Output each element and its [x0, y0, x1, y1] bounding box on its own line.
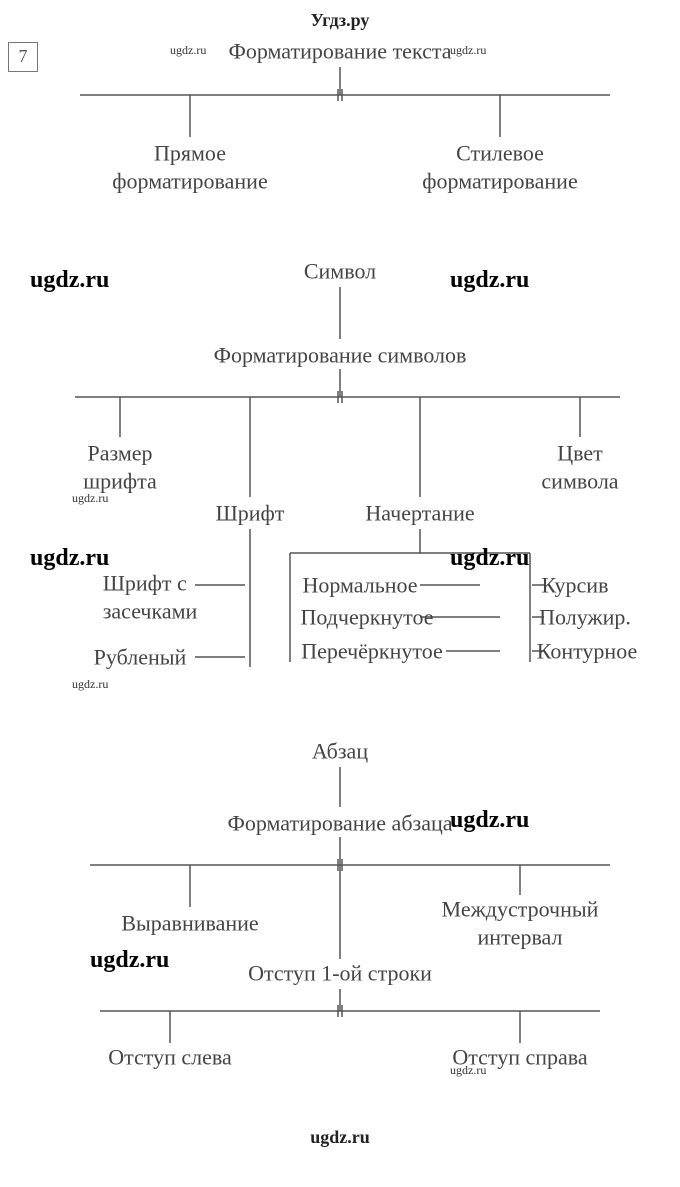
diagram3: Абзац Форматирование абзаца Выравнивание От…	[20, 737, 660, 1077]
diagram2-node-italic: Курсив	[542, 571, 609, 599]
diagram2-node-serif: Шрифт с засечками	[103, 570, 198, 625]
diagram3-node-iright: Отступ справа	[452, 1043, 587, 1071]
diagram2-node-under: Подчеркнутое	[300, 603, 433, 631]
diagram3-node-ileft: Отступ слева	[108, 1043, 232, 1071]
diagram2-node-size: Размер шрифта	[83, 440, 157, 495]
diagram2-node-strike: Перечёркнутое	[301, 637, 443, 665]
diagram3-node-pfmt: Форматирование абзаца	[227, 809, 452, 837]
diagram3-node-first: Отступ 1-ой строки	[248, 959, 432, 987]
diagram3-node-align: Выравнивание	[121, 909, 258, 937]
diagram1-node-right: Стилевое форматирование	[422, 140, 577, 195]
diagram2-node-sym: Символ	[304, 257, 376, 285]
diagram2-node-fmt: Форматирование символов	[214, 341, 467, 369]
site-header: Угдз.ру	[20, 10, 660, 31]
diagram2-node-bold: Полужир.	[539, 603, 631, 631]
diagram2-node-norm: Нормальное	[302, 571, 417, 599]
diagram2-node-font: Шрифт	[216, 499, 285, 527]
diagram2-node-color: Цвет символа	[541, 440, 618, 495]
diagram2: Символ Форматирование символов Размер шриф…	[20, 257, 660, 687]
diagram1: Форматирование текста Прямое форматирован…	[20, 37, 660, 207]
diagram3-node-para: Абзац	[312, 737, 368, 765]
diagram2-node-sans: Рубленый	[94, 643, 187, 671]
diagram1-node-root: Форматирование текста	[228, 37, 451, 65]
diagram1-node-left: Прямое форматирование	[112, 140, 267, 195]
diagram3-node-leading: Междустрочный интервал	[442, 896, 599, 951]
diagram2-node-outline: Контурное	[537, 637, 637, 665]
diagram2-node-style: Начертание	[365, 499, 474, 527]
site-footer: ugdz.ru	[20, 1127, 660, 1148]
